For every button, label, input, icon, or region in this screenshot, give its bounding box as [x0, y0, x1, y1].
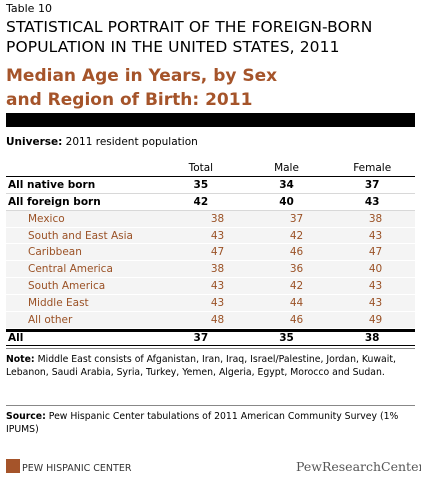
subtitle: Median Age in Years, by Sex and Region o…: [6, 66, 278, 110]
row-label: All foreign born: [8, 195, 101, 208]
footer-left: PEW HISPANIC CENTER: [22, 463, 132, 474]
note-label: Note:: [6, 354, 35, 365]
cell: 47: [210, 246, 225, 259]
source: Source: Pew Hispanic Center tabulations …: [6, 410, 411, 436]
title: STATISTICAL PORTRAIT OF THE FOREIGN-BORN…: [6, 18, 373, 56]
cell: 37: [364, 178, 380, 191]
cell: 43: [210, 229, 225, 242]
universe-text: 2011 resident population: [65, 136, 198, 148]
cell: 47: [368, 246, 383, 259]
note-text: Middle East consists of Afganistan, Iran…: [6, 354, 396, 378]
row-label: Caribbean: [28, 246, 82, 259]
table-row: Middle East 43 44 43: [6, 295, 415, 313]
cell: 40: [279, 195, 294, 208]
row-label: All native born: [8, 178, 96, 191]
row-label: South and East Asia: [28, 229, 133, 242]
table-row: All native born 35 34 37: [6, 177, 415, 194]
cell: 40: [368, 263, 383, 276]
cell: 44: [289, 297, 304, 310]
column-header: Male: [274, 161, 299, 174]
cell: 43: [368, 229, 383, 242]
cell: 38: [364, 332, 380, 345]
row-label: Middle East: [28, 297, 89, 310]
row-label: All: [8, 332, 24, 345]
table-row: South America 43 42 43: [6, 278, 415, 296]
row-label: Mexico: [28, 212, 65, 225]
cell: 49: [368, 313, 383, 326]
cell: 46: [289, 246, 304, 259]
source-text: Pew Hispanic Center tabulations of 2011 …: [6, 411, 399, 435]
cell: 42: [193, 195, 209, 208]
table-row: All other 48 46 49: [6, 312, 415, 329]
table-row: Mexico 38 37 38: [6, 210, 415, 228]
source-label: Source:: [6, 411, 46, 422]
table-row: All foreign born 42 40 43: [6, 194, 415, 211]
cell: 43: [210, 280, 225, 293]
cell: 46: [289, 313, 304, 326]
table-label: Table 10: [6, 2, 52, 15]
cell: 42: [289, 229, 304, 242]
logo-icon: [6, 459, 20, 473]
cell: 42: [289, 280, 304, 293]
table-row: Caribbean 47 46 47: [6, 244, 415, 262]
divider: [6, 348, 415, 349]
cell: 38: [210, 263, 225, 276]
cell: 43: [364, 195, 380, 208]
universe: Universe: 2011 resident population: [6, 136, 198, 148]
cell: 48: [210, 313, 225, 326]
table: Total Male Female All native born 35 34 37 All …: [6, 160, 415, 346]
cell: 43: [210, 297, 225, 310]
row-label: Central America: [28, 263, 113, 276]
table-row: All 37 35 38: [6, 328, 415, 346]
cell: 36: [289, 263, 304, 276]
cell: 34: [279, 178, 294, 191]
cell: 38: [210, 212, 225, 225]
header-row: Total Male Female: [6, 160, 415, 177]
note: Note: Middle East consists of Afganistan…: [6, 353, 411, 379]
row-label: All other: [28, 313, 73, 326]
cell: 43: [368, 280, 383, 293]
universe-label: Universe:: [6, 136, 63, 148]
column-header: Female: [353, 161, 392, 174]
column-header: Total: [188, 161, 214, 174]
row-label: South America: [28, 280, 106, 293]
divider: [6, 405, 415, 406]
cell: 37: [289, 212, 304, 225]
footer-right: PewResearchCenter: [296, 459, 421, 474]
cell: 35: [193, 178, 209, 191]
cell: 38: [368, 212, 383, 225]
table-row: Central America 38 36 40: [6, 261, 415, 279]
cell: 35: [279, 332, 294, 345]
header-bar: [6, 113, 415, 127]
cell: 37: [193, 332, 209, 345]
table-row: South and East Asia 43 42 43: [6, 227, 415, 245]
cell: 43: [368, 297, 383, 310]
